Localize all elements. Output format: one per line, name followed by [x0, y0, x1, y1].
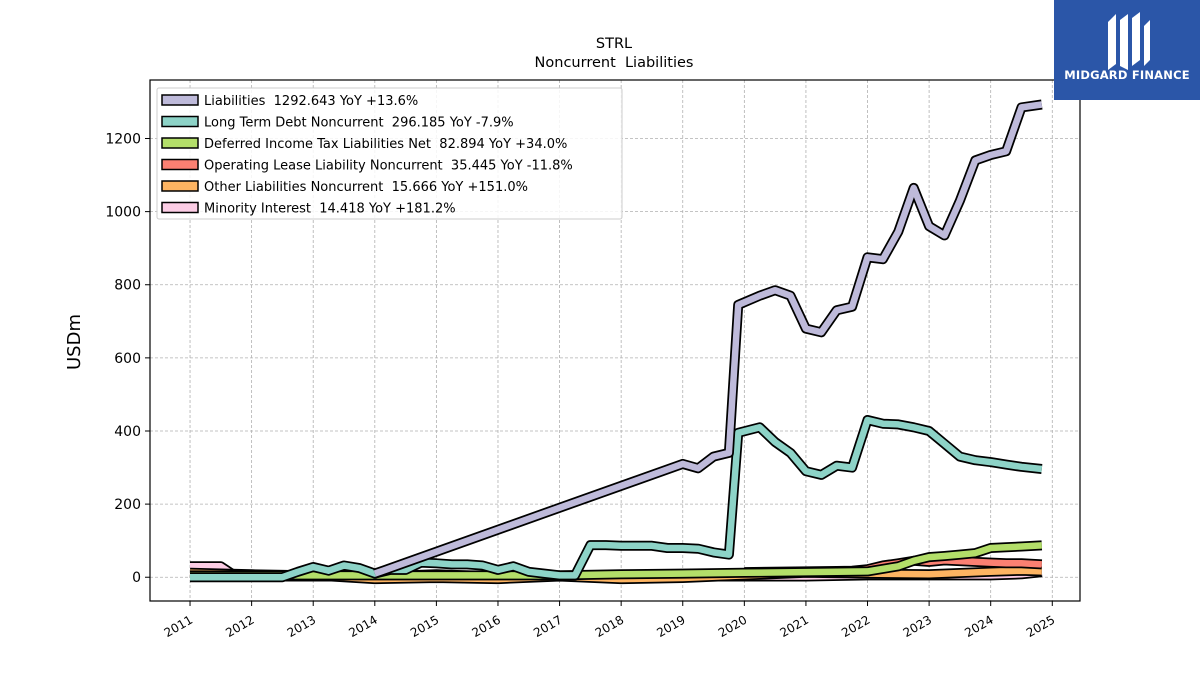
x-tick-label: 2018 [593, 613, 626, 640]
series-outline [190, 415, 1043, 583]
y-tick-label: 800 [114, 278, 141, 294]
x-tick-label: 2025 [1024, 613, 1057, 640]
brand-logo: MIDGARD FINANCE [1054, 0, 1200, 100]
legend-label: Long Term Debt Noncurrent 296.185 YoY -7… [204, 116, 514, 131]
y-tick-label: 1200 [105, 131, 141, 147]
legend-label: Minority Interest 14.418 YoY +181.2% [204, 202, 456, 217]
legend-swatch [161, 94, 199, 106]
y-tick-label: 600 [114, 351, 141, 367]
y-tick-label: 400 [114, 424, 141, 440]
legend-swatch [161, 137, 199, 149]
x-tick-label: 2019 [654, 613, 687, 640]
legend-label: Operating Lease Liability Noncurrent 35.… [204, 159, 573, 174]
legend-label: Liabilities 1292.643 YoY +13.6% [204, 94, 418, 109]
legend-label: Other Liabilities Noncurrent 15.666 YoY … [204, 180, 528, 195]
brand-name: MIDGARD FINANCE [1064, 68, 1190, 82]
y-tick-label: 1000 [105, 205, 141, 221]
x-tick-label: 2016 [470, 613, 503, 640]
y-tick-label: 200 [114, 497, 141, 513]
series-line [190, 416, 1043, 581]
x-tick-label: 2015 [408, 613, 441, 640]
plot-frame [149, 79, 1081, 602]
legend-swatch [161, 180, 199, 192]
x-tick-label: 2023 [901, 613, 934, 640]
legend-box [156, 87, 623, 220]
series-line [373, 101, 1043, 577]
x-axis: 2011 2012 2013 2014 2015 2016 2017 2018 2019 2020… [162, 601, 1057, 640]
series-group [189, 99, 1043, 585]
legend-swatch [161, 115, 199, 128]
x-tick-label: 2013 [285, 613, 318, 640]
legend: Liabilities 1292.643 YoY +13.6% Long Term… [156, 87, 623, 220]
y-axis-label: USDm [64, 314, 85, 370]
chart-subtitle: Noncurrent Liabilities [535, 55, 694, 71]
midgard-logo-icon [1054, 0, 1200, 100]
x-tick-label: 2021 [778, 613, 811, 640]
series-line [190, 542, 1042, 579]
x-tick-label: 2022 [839, 613, 872, 640]
y-axis: 0 200 400 600 800 1000 1200 [105, 131, 150, 586]
legend-label: Deferred Income Tax Liabilities Net 82.8… [204, 137, 567, 152]
x-tick-label: 2014 [346, 613, 379, 640]
x-tick-label: 2020 [716, 613, 749, 640]
chart-title: STRL [596, 36, 632, 52]
y-tick-label: 0 [132, 570, 141, 586]
x-tick-label: 2012 [223, 613, 256, 640]
x-tick-label: 2011 [162, 613, 195, 640]
x-tick-label: 2017 [531, 613, 564, 640]
legend-swatch [161, 201, 199, 214]
x-tick-label: 2024 [962, 613, 995, 640]
legend-swatch [161, 158, 199, 171]
